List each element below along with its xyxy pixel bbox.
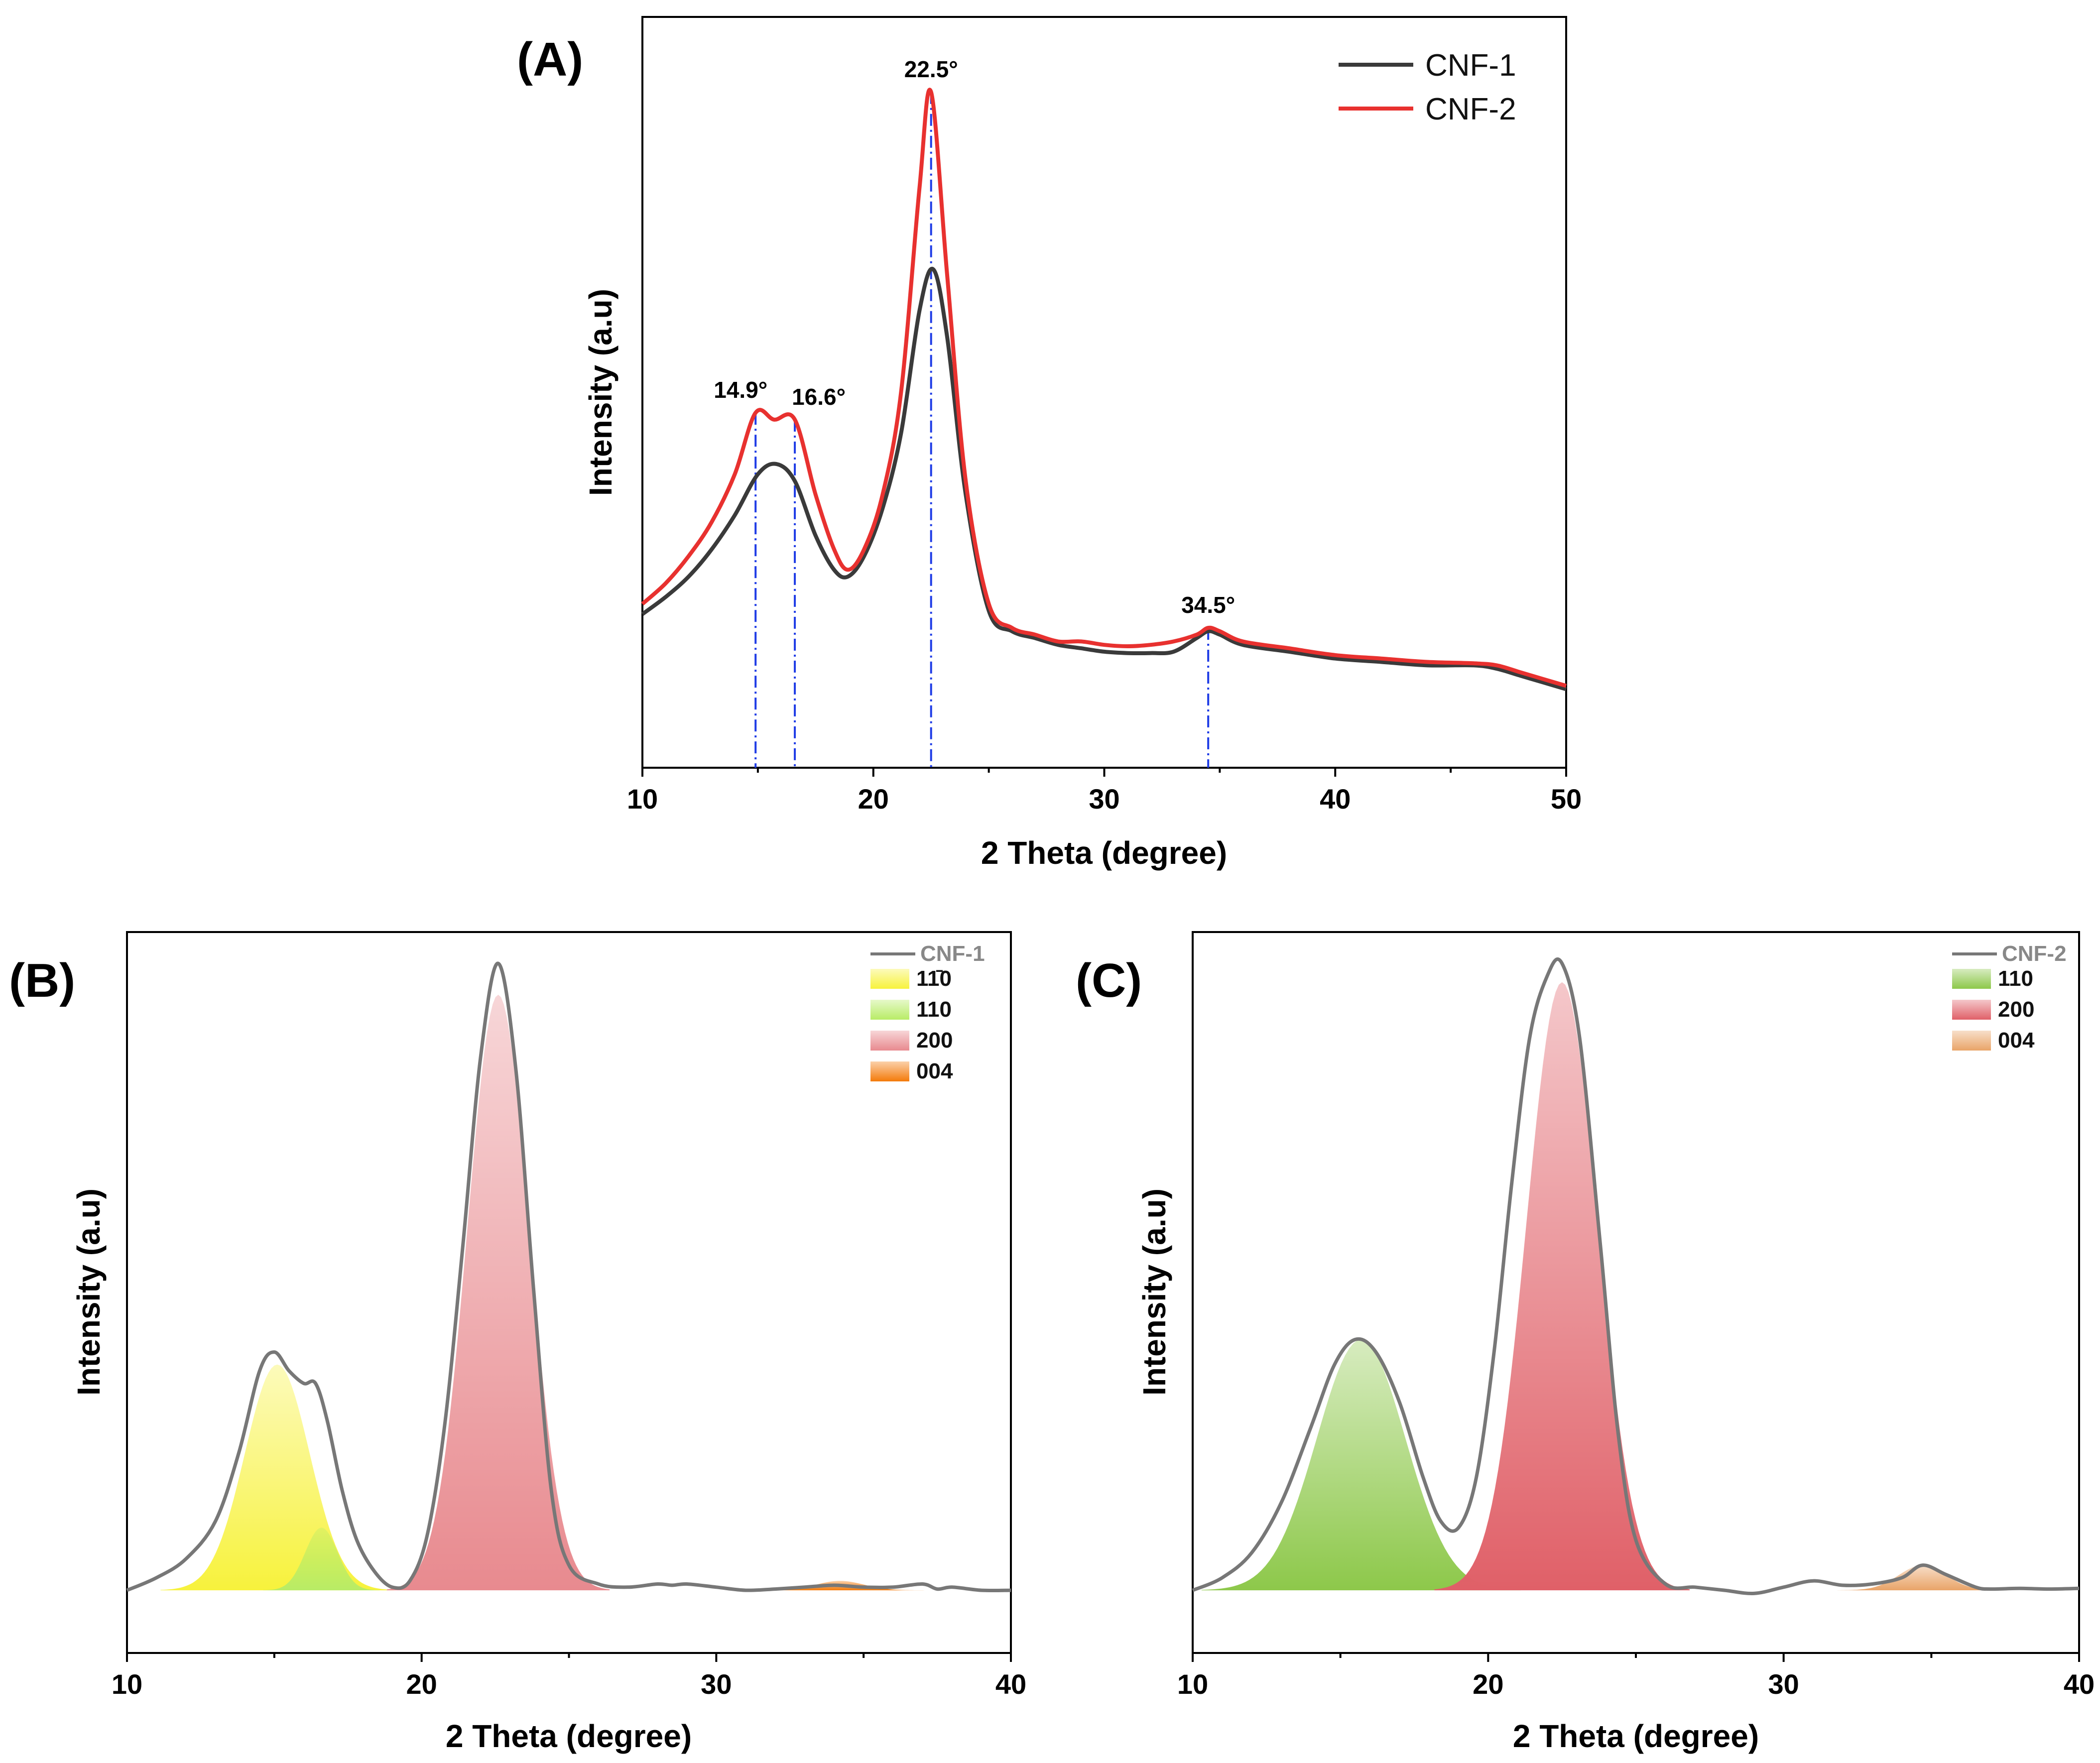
legend-swatch-component — [1952, 1000, 1991, 1020]
series-line-cnf-2 — [641, 88, 1567, 688]
measured-line-cnf-1 — [126, 961, 1011, 1593]
panel-c-measured-line — [1192, 957, 2080, 1596]
legend-label-component: 11̄0 — [916, 966, 952, 991]
fitted-peak-0 — [160, 1364, 394, 1591]
panel-c-y-axis-label: Intensity (a.u) — [1136, 1188, 1172, 1396]
panel-a-x-ticks: 10 20 30 40 50 — [627, 768, 1582, 815]
panel-b-x-ticks: 10 20 30 40 — [112, 1653, 1026, 1700]
panel-b-x-tick-label-30: 30 — [701, 1668, 732, 1700]
panel-a-label: (A) — [517, 33, 583, 86]
panel-a-x-tick-label-40: 40 — [1320, 783, 1351, 815]
fitted-peak-0 — [1201, 1339, 1521, 1591]
fitted-peak-1 — [263, 1528, 380, 1591]
panel-a-plot-frame — [641, 16, 1567, 769]
peak-label: 16.6° — [792, 384, 846, 410]
panel-a-legend: CNF-1 CNF-2 — [1339, 48, 1516, 126]
peak-label: 14.9° — [714, 377, 767, 403]
legend-label-component: 110 — [916, 997, 952, 1022]
legend-swatch-component — [870, 969, 909, 989]
legend-label-component: 200 — [916, 1028, 953, 1053]
panel-b-x-tick-label-10: 10 — [112, 1668, 142, 1700]
legend-swatch-component — [870, 1000, 909, 1020]
panel-c-label: (C) — [1076, 954, 1142, 1007]
legend-label-component: 004 — [916, 1059, 953, 1083]
fitted-peak-2 — [386, 994, 610, 1591]
legend-label-cnf-2: CNF-2 — [1425, 92, 1516, 126]
peak-label: 22.5° — [904, 56, 958, 82]
panel-b-measured-line — [126, 961, 1011, 1593]
panel-c-x-tick-label-30: 30 — [1768, 1668, 1799, 1700]
legend-label-component: 110 — [1998, 966, 2033, 991]
panel-c-x-axis-label: 2 Theta (degree) — [1513, 1718, 1759, 1754]
legend-swatch-component — [1952, 969, 1991, 989]
panel-a-x-axis-label: 2 Theta (degree) — [981, 835, 1227, 871]
panel-a-x-tick-label-30: 30 — [1089, 783, 1119, 815]
panel-a-dashed-lines — [754, 92, 1210, 768]
panel-a-x-tick-label-10: 10 — [627, 783, 658, 815]
panel-b-fitted-peaks — [160, 994, 925, 1591]
panel-c-x-tick-label-10: 10 — [1177, 1668, 1208, 1700]
panel-a-y-axis-label: Intensity (a.u) — [583, 289, 618, 496]
panel-b-x-axis-label: 2 Theta (degree) — [446, 1718, 692, 1754]
panel-c-x-tick-label-20: 20 — [1473, 1668, 1503, 1700]
legend-swatch-component — [870, 1031, 909, 1051]
panel-c: (C) 10 20 30 40 2 Theta (degree) Intensity … — [1076, 931, 2095, 1754]
panel-a-x-tick-label-50: 50 — [1551, 783, 1582, 815]
series-line-cnf-1 — [641, 266, 1567, 692]
fitted-peak-1 — [1434, 982, 1690, 1591]
panel-b-label: (B) — [9, 954, 75, 1007]
panel-b-x-tick-label-20: 20 — [406, 1668, 437, 1700]
legend-swatch-component — [1952, 1031, 1991, 1051]
legend-label-component: 200 — [1998, 997, 2034, 1022]
panel-a-series — [641, 88, 1567, 692]
panel-c-x-ticks: 10 20 30 40 — [1177, 1653, 2095, 1700]
panel-b-x-tick-label-40: 40 — [995, 1668, 1026, 1700]
legend-label-component: 004 — [1998, 1028, 2035, 1053]
legend-label-cnf-2: CNF-2 — [2002, 941, 2067, 966]
panel-b-y-axis-label: Intensity (a.u) — [71, 1188, 107, 1396]
peak-label: 34.5° — [1181, 592, 1235, 618]
panel-c-x-tick-label-40: 40 — [2064, 1668, 2095, 1700]
panel-a-x-tick-label-20: 20 — [858, 783, 889, 815]
panel-b: (B) 10 20 30 40 2 Theta (degree) Intensity … — [9, 931, 1026, 1754]
measured-line-cnf-2 — [1192, 957, 2080, 1596]
panel-b-legend: CNF-111̄0 110 200 004 — [870, 941, 985, 1083]
panel-c-fitted-peaks — [1201, 982, 2008, 1591]
legend-swatch-component — [870, 1061, 909, 1081]
panel-a-annotations: 14.9° 16.6° 22.5° 34.5° — [714, 56, 1235, 618]
fitted-peak-2 — [1837, 1565, 2008, 1591]
legend-label-cnf-1: CNF-1 — [1425, 48, 1516, 83]
legend-label-cnf-1: CNF-1 — [920, 941, 985, 966]
panel-a: (A) 10 20 30 40 50 14.9° 16.6° 22.5° 34.5° 2 Th… — [517, 16, 1582, 871]
